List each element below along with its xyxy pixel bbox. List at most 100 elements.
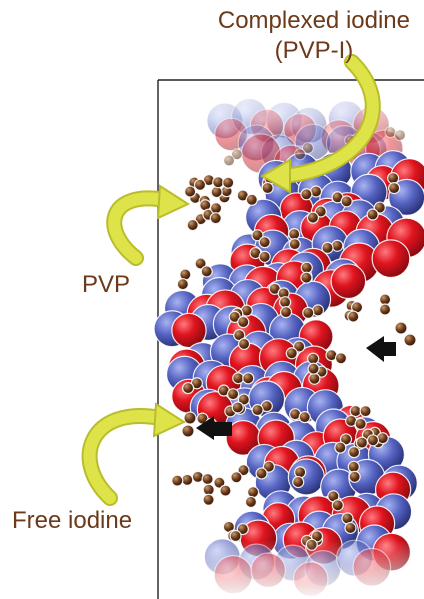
label-pvp: PVP: [82, 271, 131, 298]
iodine-atom: [366, 208, 379, 221]
iodine-atom: [306, 211, 320, 224]
iodine-atom: [354, 417, 367, 430]
iodine-atom: [181, 473, 194, 486]
oxygen-atom: [371, 239, 411, 279]
iodine-atom: [321, 241, 334, 254]
iodine-atom: [222, 176, 235, 189]
free-iodine-atom: [403, 333, 417, 347]
oxygen-atom: [171, 312, 207, 349]
iodine-atom: [387, 172, 400, 185]
iodine-atom: [232, 372, 245, 385]
free-iodine-atom: [394, 321, 408, 335]
iodine-atom: [193, 178, 207, 191]
iodine-atom: [237, 393, 250, 406]
iodine-atom: [209, 202, 223, 215]
iodine-atom: [202, 483, 215, 496]
iodine-atom: [237, 315, 250, 329]
iodine-atom: [230, 148, 244, 161]
iodine-atom: [251, 403, 264, 417]
iodine-atom: [210, 185, 223, 199]
bottom-fade: [159, 540, 424, 599]
free-iodine-atom: [181, 424, 195, 438]
iodine-atom: [201, 472, 214, 486]
iodine-atom: [237, 337, 251, 351]
iodine-atom: [242, 372, 255, 385]
iodine-atom: [200, 265, 213, 278]
label-complexed-line2: (PVP-I): [274, 37, 354, 64]
carbon-nitrogen-atom: [287, 458, 325, 496]
iodine-atom: [191, 470, 204, 483]
iodine-atom: [331, 499, 344, 512]
iodine-atom: [314, 205, 327, 218]
iodine-atom: [347, 310, 360, 323]
iodine-atom: [278, 296, 292, 309]
iodine-atom: [219, 484, 232, 497]
iodine-atom: [251, 229, 264, 242]
iodine-atom: [245, 193, 258, 206]
iodine-atom: [300, 188, 313, 201]
iodine-atom: [244, 495, 258, 509]
iodine-atom: [288, 228, 301, 241]
iodine-atom: [373, 201, 386, 214]
iodine-atom: [285, 347, 298, 360]
iodine-atom: [340, 195, 353, 208]
iodine-atom: [255, 467, 268, 480]
iodine-atom: [378, 293, 392, 306]
curved-arrow-complexed: [259, 54, 381, 194]
iodine-atom: [307, 362, 320, 375]
iodine-atom: [300, 271, 313, 284]
iodine-atom: [226, 388, 240, 401]
iodine-atom: [288, 238, 301, 251]
iodine-atom: [334, 352, 348, 365]
direction-arrow-left: [196, 416, 232, 440]
iodine-atom: [231, 401, 244, 414]
iodine-atom: [366, 434, 380, 447]
iodine-atom: [293, 148, 307, 161]
iodine-atom: [359, 405, 372, 418]
label-complexed-iodine: Complexed iodine (PVP-I): [218, 6, 410, 66]
label-free-iodine: Free iodine: [12, 507, 133, 534]
iodine-atom: [230, 471, 243, 484]
iodine-atom: [279, 306, 293, 319]
iodine-atom: [186, 218, 199, 232]
iodine-atom: [176, 278, 189, 291]
iodine-atom: [308, 372, 321, 385]
iodine-atom: [237, 464, 250, 477]
iodine-atom: [292, 475, 305, 489]
iodine-atom: [247, 486, 260, 499]
iodine-atom: [262, 460, 276, 473]
iodine-atom: [302, 306, 315, 319]
iodine-atom: [347, 460, 360, 473]
curved-arrow-pvp: [106, 184, 191, 266]
iodine-atom: [355, 436, 369, 449]
iodine-atom: [347, 446, 361, 459]
iodine-atom: [236, 522, 249, 536]
curved-arrow-free-iodine: [81, 402, 187, 506]
iodine-atom: [378, 303, 392, 316]
label-complexed-line1: Complexed iodine: [217, 7, 410, 34]
iodine-atom: [293, 340, 306, 353]
iodine-atom: [344, 521, 357, 535]
iodine-atom: [171, 474, 184, 487]
iodine-atom: [387, 182, 401, 195]
iodine-atom: [213, 476, 226, 489]
iodine-atom: [184, 185, 197, 198]
oxygen-atom: [330, 263, 367, 300]
iodine-atom: [334, 441, 347, 454]
iodine-atom: [229, 529, 242, 543]
iodine-atom: [181, 381, 195, 395]
iodine-atom: [258, 236, 271, 249]
iodine-atom: [294, 466, 307, 479]
iodine-atom: [194, 257, 207, 270]
iodine-atom: [300, 261, 313, 274]
iodine-atom: [339, 433, 353, 446]
iodine-atom: [307, 352, 320, 365]
iodine-atom: [298, 411, 311, 424]
iodine-atom: [202, 493, 215, 506]
direction-arrow-right: [366, 336, 396, 362]
iodine-atom: [301, 142, 315, 155]
iodine-atom: [376, 432, 389, 445]
top-fade: [159, 81, 424, 141]
free-iodine-atom: [183, 411, 197, 425]
